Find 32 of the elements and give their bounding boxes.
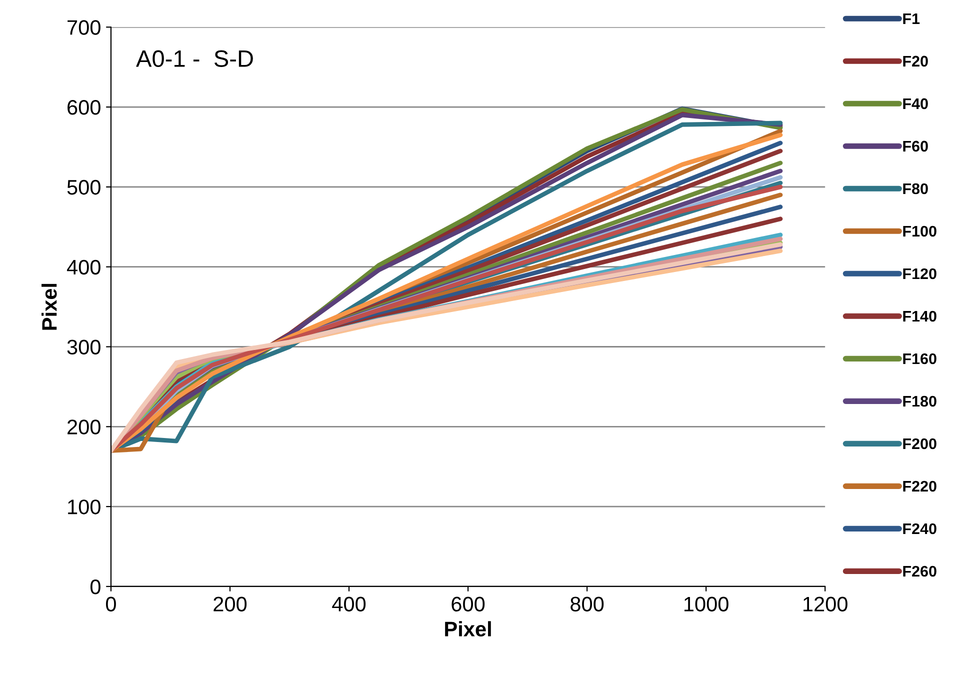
legend-label: F80 (903, 183, 928, 194)
legend-label: F100 (903, 226, 936, 237)
y-tick-label: 400 (66, 260, 100, 275)
y-tick-label: 700 (68, 20, 100, 35)
legend-label: F180 (903, 396, 936, 407)
legend-label: F220 (903, 480, 936, 492)
y-tick-label: 300 (67, 340, 100, 354)
x-tick-label: 0 (106, 596, 116, 612)
x-tick-label: 1000 (684, 596, 728, 612)
x-tick-label: 1200 (803, 596, 848, 612)
x-tick-label: 400 (332, 596, 366, 612)
legend-label: F40 (903, 98, 928, 110)
legend-label: F260 (903, 566, 936, 577)
legend-label: F1 (903, 13, 920, 24)
y-axis-title: Pixel (42, 284, 57, 330)
y-tick-label: 0 (90, 579, 100, 594)
legend-label: F120 (903, 268, 936, 280)
legend-label: F60 (903, 140, 928, 152)
y-tick-label: 500 (67, 180, 100, 195)
text: A0-1 - S-D (136, 50, 253, 68)
x-axis-title: Pixel (445, 621, 491, 636)
x-tick-label: 200 (214, 596, 247, 612)
x-tick-label: 800 (570, 596, 604, 612)
legend-label: F20 (903, 56, 928, 67)
y-tick-label: 100 (68, 500, 100, 514)
legend-label: F160 (903, 353, 936, 364)
y-tick-label: 200 (68, 420, 100, 434)
legend-label: F200 (903, 438, 936, 450)
legend-label: F240 (903, 523, 936, 534)
x-tick-label: 600 (452, 596, 485, 612)
legend-label: F140 (903, 310, 936, 322)
y-tick-label: 600 (68, 100, 100, 115)
